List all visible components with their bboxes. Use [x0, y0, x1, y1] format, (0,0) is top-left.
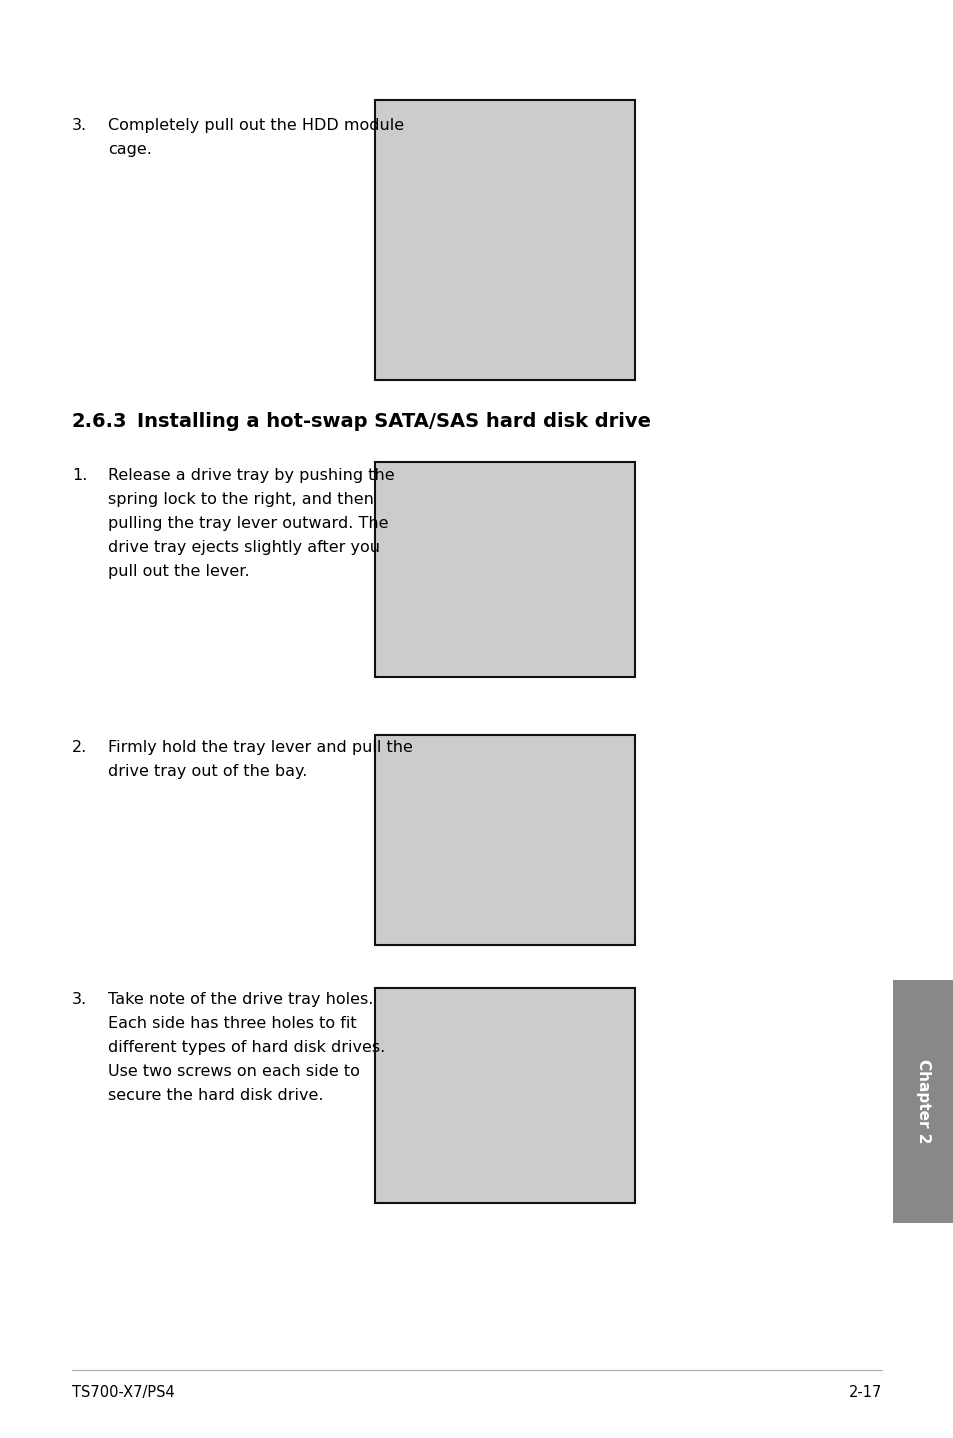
Text: Completely pull out the HDD module
cage.: Completely pull out the HDD module cage.	[108, 118, 404, 157]
Bar	[375, 988, 635, 1204]
Text: Take note of the drive tray holes.
Each side has three holes to fit
different ty: Take note of the drive tray holes. Each …	[108, 992, 385, 1103]
Text: 2.: 2.	[71, 741, 87, 755]
Text: Chapter 2: Chapter 2	[915, 1060, 930, 1143]
Bar	[375, 462, 635, 677]
Text: 1.: 1.	[71, 467, 88, 483]
Text: 3.: 3.	[71, 992, 87, 1007]
Bar	[375, 101, 635, 380]
Text: 3.: 3.	[71, 118, 87, 132]
Text: 2.6.3: 2.6.3	[71, 413, 128, 431]
Bar	[892, 981, 953, 1222]
Text: TS700-X7/PS4: TS700-X7/PS4	[71, 1385, 174, 1401]
Text: Installing a hot-swap SATA/SAS hard disk drive: Installing a hot-swap SATA/SAS hard disk…	[137, 413, 650, 431]
Text: 2-17: 2-17	[848, 1385, 882, 1401]
Text: Release a drive tray by pushing the
spring lock to the right, and then
pulling t: Release a drive tray by pushing the spri…	[108, 467, 395, 580]
Text: Firmly hold the tray lever and pull the
drive tray out of the bay.: Firmly hold the tray lever and pull the …	[108, 741, 413, 779]
Bar	[375, 735, 635, 945]
